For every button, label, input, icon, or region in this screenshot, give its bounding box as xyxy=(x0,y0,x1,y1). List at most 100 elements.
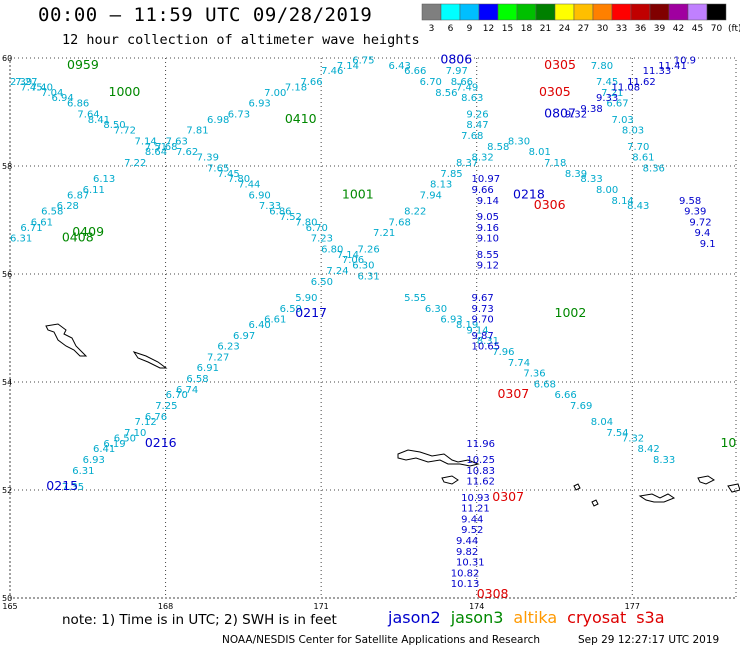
swh-value: 7.66 xyxy=(300,77,322,88)
swh-value: 9.70 xyxy=(472,315,494,326)
legend-label: 42 xyxy=(673,24,684,34)
swh-value: 7.35 xyxy=(62,482,84,493)
legend-label: 6 xyxy=(448,24,454,34)
swh-value: 11.08 xyxy=(612,82,641,93)
swh-value: 6.30 xyxy=(352,261,374,272)
axis-tick-labels: 165 168 171 174 177 60 58 56 54 52 50 xyxy=(2,54,640,611)
pass-time-label: 1002 xyxy=(555,305,587,320)
swh-value: 7.12 xyxy=(134,417,156,428)
swh-value: 11.96 xyxy=(466,439,495,450)
legend-label: 15 xyxy=(502,24,513,34)
swh-value: 6.70 xyxy=(420,77,442,88)
swh-value: 9.39 xyxy=(684,207,706,218)
swh-value: 7.32 xyxy=(622,433,644,444)
swh-value: 8.13 xyxy=(430,180,452,191)
swh-value: 7.63 xyxy=(166,136,188,147)
swh-value: 7.51 xyxy=(145,142,167,153)
swh-value: 6.87 xyxy=(67,190,89,201)
swh-value: 10.9 xyxy=(674,55,696,66)
legend-label: 36 xyxy=(635,24,647,34)
swh-value: 6.58 xyxy=(186,374,208,385)
swh-value: 7.52 xyxy=(280,212,302,223)
pass-time-label: 0307 xyxy=(492,489,524,504)
island-medny xyxy=(132,351,168,369)
swh-value: 6.70 xyxy=(166,390,188,401)
swh-value: 7.80 xyxy=(295,217,317,228)
swh-value: 9.66 xyxy=(472,185,494,196)
swh-value: 6.86 xyxy=(67,99,89,110)
pass-time-label: 0305 xyxy=(539,84,571,99)
swh-value: 6.98 xyxy=(207,115,229,126)
map-subtitle: 12 hour collection of altimeter wave hei… xyxy=(62,32,420,48)
pass-time-label: 0410 xyxy=(285,111,317,126)
swh-value: 9.16 xyxy=(477,223,499,234)
pass-time-label: 0215 xyxy=(46,478,78,493)
legend-swatch xyxy=(649,3,670,21)
swh-value: 7.24 xyxy=(326,266,348,277)
swh-value: 6.70 xyxy=(306,223,328,234)
swh-value: 9.33 xyxy=(596,93,618,104)
legend-units: (ft) xyxy=(728,24,740,34)
swh-value: 7.68 xyxy=(461,131,483,142)
swh-value: 9.26 xyxy=(466,109,488,120)
pass-time-label: 0409 xyxy=(72,224,104,239)
legend-label: 27 xyxy=(578,24,589,34)
swh-value: 7.39 xyxy=(197,153,219,164)
swh-value: 9.82 xyxy=(456,547,478,558)
swh-value: 7.45 xyxy=(596,77,618,88)
swh-value: 6.94 xyxy=(51,93,73,104)
swh-value: 6.91 xyxy=(197,363,219,374)
swh-value: 7.45 xyxy=(20,82,42,93)
swh-value: 9.73 xyxy=(472,304,494,315)
swh-value: 7.44 xyxy=(238,180,260,191)
swh-value: 6.31 xyxy=(72,466,94,477)
swh-value: 11.62 xyxy=(627,77,656,88)
swh-value: 9.44 xyxy=(456,536,478,547)
swh-value: 6.74 xyxy=(176,385,198,396)
pass-time-label: 0806 xyxy=(440,51,472,66)
island-rat-2 xyxy=(697,475,715,485)
legend-label: 12 xyxy=(483,24,494,34)
swh-value: 7.69 xyxy=(570,401,592,412)
legend-swatch xyxy=(535,3,556,21)
legend-swatch xyxy=(478,3,499,21)
swh-value: 6.71 xyxy=(20,223,42,234)
island-rat-1 xyxy=(638,493,676,503)
legend-swatch xyxy=(573,3,594,21)
swh-value: 9.05 xyxy=(477,212,499,223)
swh-value: 7.62 xyxy=(176,147,198,158)
legend-swatch xyxy=(516,3,537,21)
swh-value: 8.01 xyxy=(529,147,551,158)
swh-value: 7.23 xyxy=(311,234,333,245)
swh-value: 6.90 xyxy=(249,190,271,201)
swh-value: 7.04 xyxy=(41,88,63,99)
legend-swatch xyxy=(611,3,632,21)
swh-value: 7.27 xyxy=(15,77,37,88)
swh-value: 9.10 xyxy=(477,234,499,245)
swh-value: 8.03 xyxy=(622,126,644,137)
legend-label: 39 xyxy=(654,24,666,34)
swh-value: 9.32 xyxy=(565,109,587,120)
swh-values: 2.397.277.457.407.046.946.867.648.418.50… xyxy=(10,55,716,590)
swh-value: 6.61 xyxy=(264,315,286,326)
map-title: 00:00 – 11:59 UTC 09/28/2019 xyxy=(38,4,373,26)
swh-value: 11.62 xyxy=(466,477,495,488)
lon-tick-label: 177 xyxy=(625,602,640,611)
island-attu xyxy=(397,449,480,467)
pass-time-label: 0807 xyxy=(544,105,576,120)
lat-lon-grid xyxy=(9,57,737,599)
swh-value: 11.41 xyxy=(658,61,687,72)
swh-value: 10.25 xyxy=(466,455,495,466)
swh-value: 7.68 xyxy=(389,217,411,228)
pass-time-label: 0959 xyxy=(67,57,99,72)
swh-value: 10.13 xyxy=(451,579,480,590)
swh-value: 7.45 xyxy=(217,169,239,180)
swh-value: 9.58 xyxy=(679,196,701,207)
swh-value: 9.87 xyxy=(472,331,494,342)
legend-swatch xyxy=(687,3,708,21)
swh-value: 7.33 xyxy=(259,201,281,212)
pass-time-label: 0307 xyxy=(497,386,529,401)
swh-value: 6.59 xyxy=(280,304,302,315)
satellite-altika: altika xyxy=(513,608,558,627)
